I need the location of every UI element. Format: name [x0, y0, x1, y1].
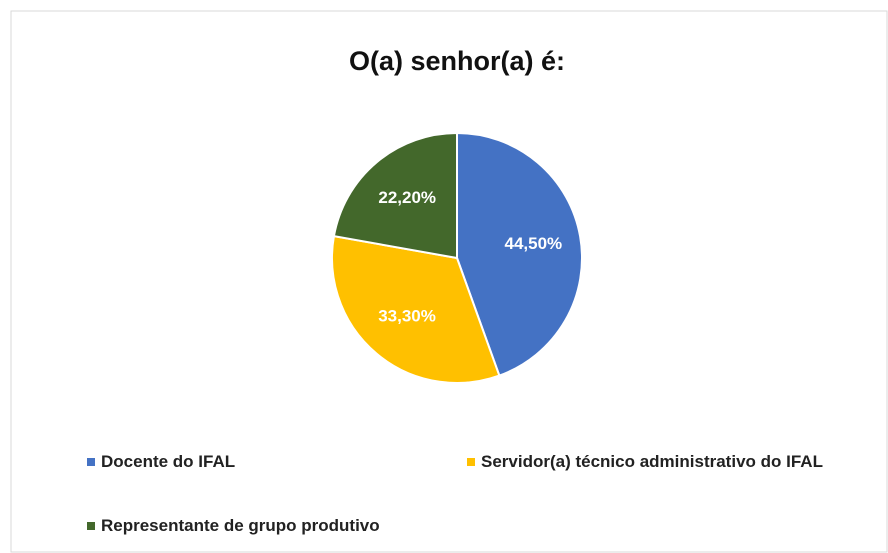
- legend-label: Servidor(a) técnico administrativo do IF…: [481, 452, 823, 471]
- legend-swatch: [87, 522, 95, 530]
- legend-label: Docente do IFAL: [101, 452, 236, 471]
- legend-swatch: [467, 458, 475, 466]
- legend-item: Servidor(a) técnico administrativo do IF…: [467, 450, 847, 474]
- pie-slice: [456, 131, 583, 377]
- data-label: 44,50%: [505, 234, 563, 253]
- legend-label: Representante de grupo produtivo: [101, 516, 380, 535]
- data-label: 33,30%: [378, 307, 436, 326]
- legend-item: Docente do IFAL: [87, 450, 447, 474]
- legend-swatch: [87, 458, 95, 466]
- pie-slice: [331, 234, 501, 384]
- chart-title: O(a) senhor(a) é:: [349, 46, 565, 76]
- data-label: 22,20%: [378, 188, 436, 207]
- pie-slice: [332, 131, 458, 260]
- legend-item: Representante de grupo produtivo: [87, 514, 487, 538]
